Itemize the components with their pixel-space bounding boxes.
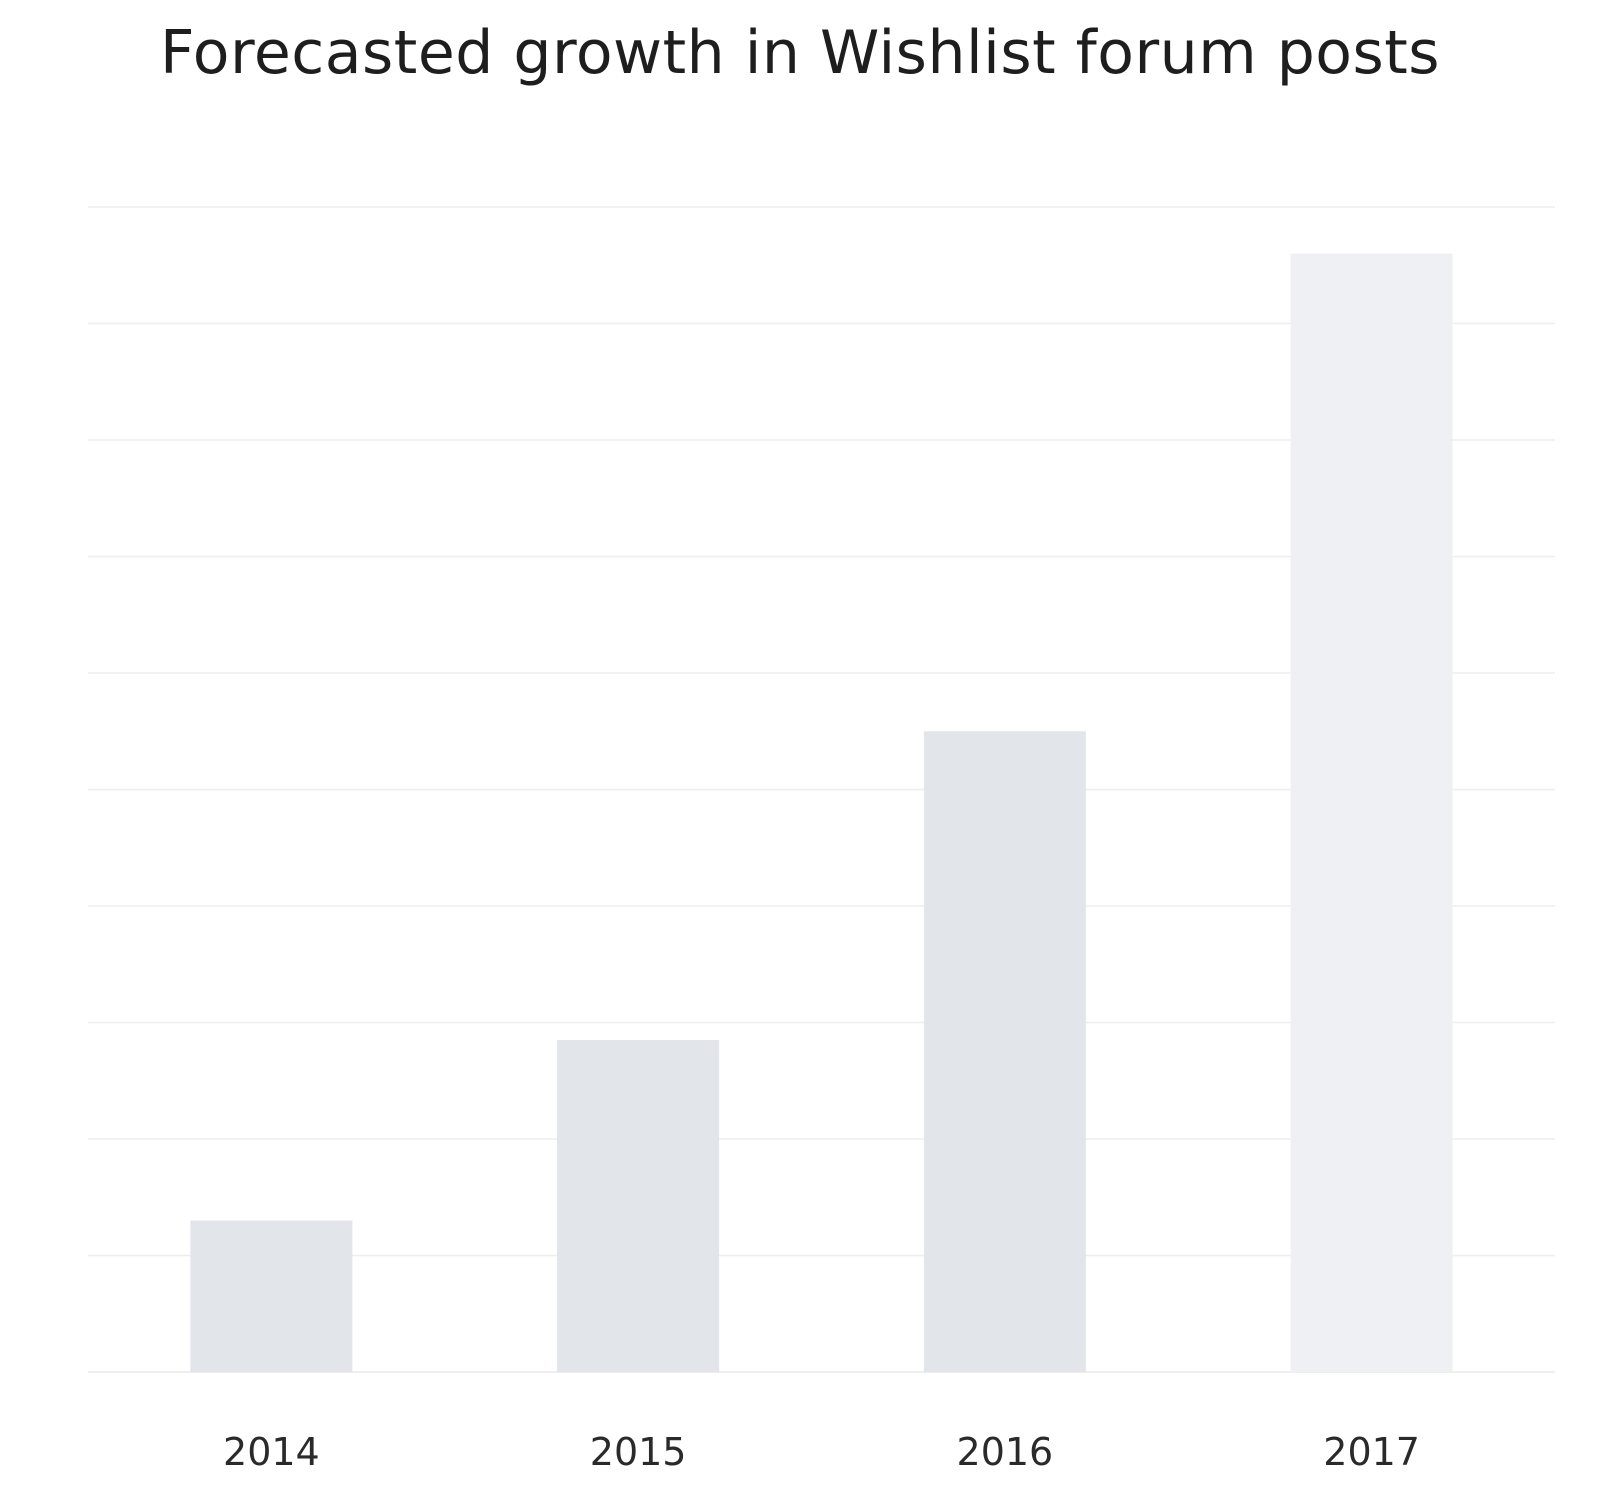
x-axis-labels: 2014 2015 2016 2017 (223, 1430, 1420, 1474)
x-tick-label: 2014 (223, 1430, 320, 1474)
bar-2017 (1290, 253, 1453, 1373)
x-tick-label: 2016 (957, 1430, 1054, 1474)
x-tick-label: 2015 (590, 1430, 687, 1474)
x-tick-label: 2017 (1323, 1430, 1420, 1474)
chart-title: Forecasted growth in Wishlist forum post… (159, 18, 1441, 88)
bar-2015 (557, 1039, 720, 1372)
bar-2014 (190, 1220, 353, 1372)
bar-2016 (923, 731, 1086, 1372)
bars (190, 253, 1453, 1373)
